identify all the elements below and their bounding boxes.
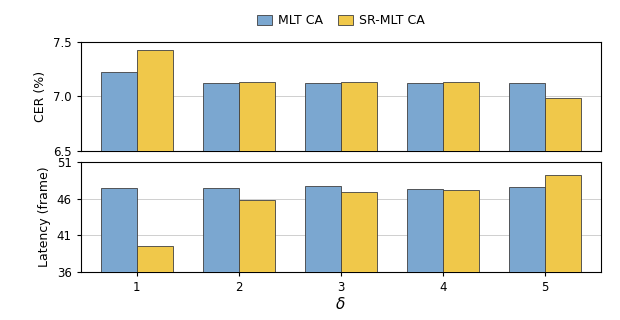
Y-axis label: Latency (frame): Latency (frame) <box>38 167 51 268</box>
Bar <box>101 188 137 320</box>
Bar <box>443 190 479 320</box>
Bar <box>341 192 377 320</box>
Bar <box>137 246 172 320</box>
Bar <box>239 82 275 320</box>
Bar <box>545 175 581 320</box>
Y-axis label: CER (%): CER (%) <box>34 71 47 122</box>
Bar <box>203 188 239 320</box>
Bar <box>101 72 137 320</box>
Bar <box>239 200 275 320</box>
Bar <box>407 188 443 320</box>
Bar <box>443 82 479 320</box>
Legend: MLT CA, SR-MLT CA: MLT CA, SR-MLT CA <box>252 10 430 32</box>
X-axis label: δ: δ <box>336 297 346 312</box>
Bar <box>510 83 545 320</box>
Bar <box>305 187 341 320</box>
Bar <box>407 83 443 320</box>
Bar <box>510 187 545 320</box>
Bar <box>137 50 172 320</box>
Bar <box>305 83 341 320</box>
Bar <box>341 82 377 320</box>
Bar <box>203 83 239 320</box>
Bar <box>545 98 581 320</box>
